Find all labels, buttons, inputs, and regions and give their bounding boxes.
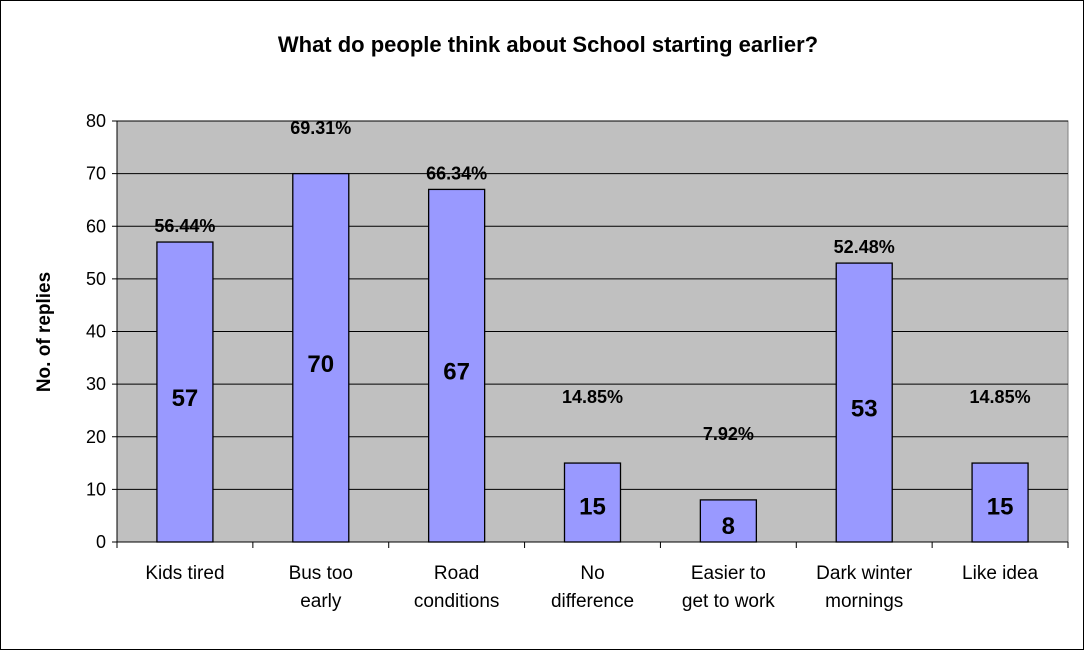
- x-category-label: No difference: [551, 563, 634, 612]
- x-category-label: Like idea: [962, 563, 1038, 584]
- x-category-label: Bus too early: [289, 563, 353, 612]
- x-category-label-line: get to work: [682, 591, 775, 612]
- x-category-label-line: Kids tired: [145, 563, 224, 584]
- bar-percent-label: 14.85%: [970, 387, 1031, 407]
- bar-value-label: 67: [443, 359, 470, 386]
- bar-value-label: 15: [579, 494, 606, 521]
- bar-percent-label: 69.31%: [290, 118, 351, 138]
- x-category-label-line: mornings: [825, 591, 903, 612]
- gridlines: [117, 120, 1068, 490]
- y-tick-label: 60: [86, 216, 106, 236]
- bar: [156, 241, 214, 543]
- y-tick-label: 10: [86, 479, 106, 499]
- y-axis-label: No. of replies: [34, 272, 55, 392]
- bar-value-label: 70: [307, 351, 334, 378]
- y-tick-label: 40: [86, 322, 106, 342]
- y-tick-label: 50: [86, 269, 106, 289]
- y-tick-label: 70: [86, 164, 106, 184]
- x-category-label-line: Easier to: [691, 563, 766, 584]
- bar-percent-label: 14.85%: [562, 387, 623, 407]
- x-category-label-line: No: [580, 563, 604, 584]
- bar-value-label: 57: [172, 385, 199, 412]
- bar-percent-label: 66.34%: [426, 163, 487, 183]
- bar: [563, 462, 622, 543]
- data-labels: 57 56.44% 70 69.31% 67 66.34% 15 14.85% 8 7.92% 53…: [154, 118, 1030, 540]
- x-category-label-line: Like idea: [962, 563, 1038, 584]
- y-tick-label: 30: [86, 374, 106, 394]
- bar: [427, 188, 486, 543]
- bar-percent-label: 56.44%: [154, 216, 215, 236]
- y-tick-label: 0: [96, 532, 106, 552]
- x-category-label: Kids tired: [145, 563, 224, 584]
- bar-value-label: 15: [987, 494, 1014, 521]
- bar-percent-label: 52.48%: [834, 237, 895, 257]
- bar: [835, 262, 893, 543]
- x-category-label: Easier to get to work: [682, 563, 775, 612]
- chart-title: What do people think about School starti…: [278, 32, 818, 57]
- x-category-label-line: Road: [434, 563, 479, 584]
- bar-value-label: 8: [722, 513, 735, 540]
- axes: 0 10 20 30 40 50 60 70 80 Kids tired Bus too early R…: [86, 111, 1069, 612]
- x-category-label-line: early: [300, 591, 342, 612]
- x-category-label-line: Bus too: [289, 563, 353, 584]
- bars: [156, 172, 1029, 543]
- bar-percent-label: 7.92%: [703, 424, 754, 444]
- x-category-label: Dark winter mornings: [816, 563, 913, 612]
- bar: [699, 499, 758, 543]
- x-category-label-line: conditions: [414, 591, 500, 612]
- y-tick-label: 20: [86, 427, 106, 447]
- x-category-label-line: difference: [551, 591, 634, 612]
- x-category-label-line: Dark winter: [816, 563, 913, 584]
- bar: [292, 172, 350, 543]
- bar-value-label: 53: [851, 396, 878, 423]
- x-category-label: Road conditions: [414, 563, 500, 612]
- y-tick-label: 80: [86, 111, 106, 131]
